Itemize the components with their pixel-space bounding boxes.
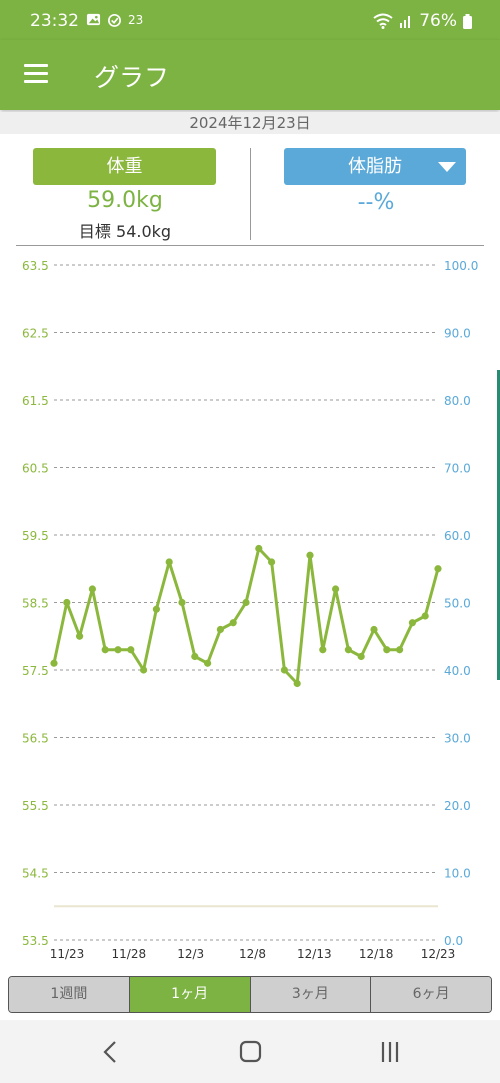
home-icon[interactable] — [235, 1038, 265, 1066]
notification-icons: 23 — [86, 12, 143, 27]
signal-icon — [400, 16, 411, 28]
data-point — [421, 612, 429, 620]
status-time: 23:32 — [30, 11, 79, 31]
y-right-tick-label: 30.0 — [444, 732, 471, 746]
y-right-tick-label: 0.0 — [444, 934, 463, 948]
x-tick-label: 12/23 — [421, 947, 456, 961]
data-point — [204, 659, 212, 667]
recent-apps-icon[interactable] — [375, 1038, 405, 1066]
weight-button[interactable]: 体重 — [33, 148, 216, 185]
y-right-tick-label: 40.0 — [444, 664, 471, 678]
data-point — [383, 646, 391, 654]
y-left-tick-label: 62.5 — [22, 327, 49, 341]
scrollbar[interactable] — [497, 370, 500, 680]
body-fat-dropdown[interactable]: 体脂肪 — [284, 148, 466, 185]
y-left-tick-label: 53.5 — [22, 934, 49, 948]
data-point — [396, 646, 404, 654]
weight-series-line — [52, 547, 440, 685]
data-point — [434, 565, 442, 573]
system-nav-bar — [0, 1020, 500, 1083]
y-right-tick-label: 20.0 — [444, 799, 471, 813]
body-fat-value: --% — [357, 190, 395, 215]
y-left-tick-label: 58.5 — [22, 597, 49, 611]
x-tick-label: 12/18 — [359, 947, 394, 961]
data-point — [127, 646, 135, 654]
data-point — [293, 679, 301, 688]
data-point — [280, 666, 288, 674]
y-left-tick-label: 63.5 — [22, 259, 49, 273]
data-point — [216, 625, 224, 634]
y-right-tick-label: 50.0 — [444, 597, 471, 611]
y-right-tick-label: 90.0 — [444, 327, 471, 341]
header-divider — [16, 245, 484, 246]
wifi-icon — [373, 13, 393, 29]
period-tab-6-months[interactable]: 6ヶ月 — [371, 977, 491, 1012]
dropdown-arrow-icon — [438, 162, 456, 172]
weight-chart: 63.5 100.0 62.5 90.0 61.5 80.0 60.5 70.0 59.5 60.… — [22, 259, 478, 961]
x-tick-label: 11/23 — [50, 947, 85, 961]
data-point — [101, 646, 109, 654]
y-left-tick-label: 61.5 — [22, 394, 49, 408]
data-point — [76, 632, 84, 640]
y-right-tick-label: 70.0 — [444, 462, 471, 476]
data-point — [178, 598, 186, 607]
y-left-tick-label: 59.5 — [22, 529, 49, 543]
x-tick-label: 12/13 — [297, 947, 332, 961]
data-point — [88, 585, 96, 593]
app-bar: グラフ — [0, 40, 500, 110]
y-left-tick-label: 54.5 — [22, 867, 49, 881]
y-right-tick-label: 80.0 — [444, 394, 471, 408]
data-point — [165, 558, 173, 566]
menu-icon[interactable] — [24, 64, 50, 86]
battery-icon — [463, 13, 472, 29]
weight-value: 59.0kg — [87, 188, 163, 213]
x-tick-label: 12/8 — [239, 947, 266, 961]
fat-panel: 体脂肪 --% — [252, 140, 500, 244]
period-selector: 1週間 1ヶ月 3ヶ月 6ヶ月 — [8, 976, 492, 1013]
y-right-tick-label: 60.0 — [444, 529, 471, 543]
data-point — [114, 646, 122, 654]
data-point — [332, 585, 340, 593]
data-point — [242, 598, 250, 607]
data-point — [255, 544, 263, 553]
x-tick-label: 12/3 — [177, 947, 204, 961]
data-point — [152, 605, 160, 613]
weight-panel: 体重 59.0kg 目標 54.0kg — [0, 140, 250, 244]
back-icon[interactable] — [96, 1038, 126, 1066]
data-point — [306, 551, 314, 559]
page-title: グラフ — [94, 63, 170, 92]
calendar-icon: 23 — [128, 14, 143, 29]
data-point — [408, 619, 416, 627]
data-point — [63, 598, 71, 607]
period-tab-3-months[interactable]: 3ヶ月 — [250, 977, 372, 1012]
y-left-tick-label: 56.5 — [22, 732, 49, 746]
body-fat-label: 体脂肪 — [348, 156, 402, 177]
period-tab-1-month[interactable]: 1ヶ月 — [129, 977, 251, 1012]
y-left-tick-label: 55.5 — [22, 799, 49, 813]
calendar-badge: 23 — [128, 13, 144, 27]
data-point — [319, 646, 327, 654]
data-point — [268, 558, 276, 566]
y-right-tick-label: 10.0 — [444, 867, 471, 881]
data-point — [370, 625, 378, 634]
current-date: 2024年12月23日 — [0, 112, 500, 134]
data-point — [357, 652, 365, 661]
battery-percent: 76% — [419, 11, 457, 31]
data-point — [50, 659, 58, 667]
period-tab-1-week[interactable]: 1週間 — [9, 977, 130, 1012]
gallery-icon — [86, 13, 101, 26]
panel-divider — [250, 148, 251, 240]
data-point — [229, 619, 237, 627]
system-status: 76% — [373, 11, 472, 31]
y-right-tick-label: 100.0 — [444, 259, 478, 273]
data-point — [191, 652, 199, 661]
status-bar: 23:32 23 76% — [0, 0, 500, 40]
goal-weight: 目標 54.0kg — [78, 222, 172, 241]
y-left-tick-label: 60.5 — [22, 462, 49, 476]
x-tick-label: 11/28 — [112, 947, 147, 961]
alarm-icon — [108, 13, 121, 27]
data-point — [344, 646, 352, 654]
y-left-tick-label: 57.5 — [22, 664, 49, 678]
data-point — [140, 666, 148, 674]
